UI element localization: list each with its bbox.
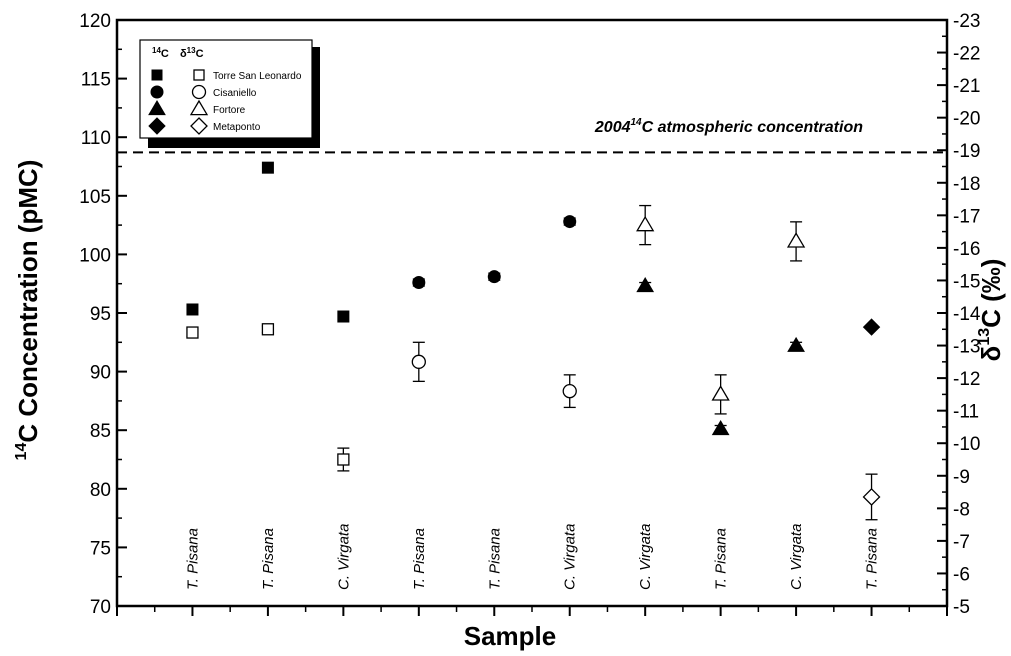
c14-point xyxy=(787,336,805,352)
y2-tick-label: -9 xyxy=(953,467,970,488)
y2-tick-label: -8 xyxy=(953,499,970,520)
y-tick-label: 85 xyxy=(90,421,111,442)
c14-point xyxy=(563,215,577,229)
sample-label: C. Virgata xyxy=(788,524,805,590)
y-tick-label: 100 xyxy=(79,245,111,266)
sample-label: T. Pisana xyxy=(864,528,881,590)
legend-label: Metaponto xyxy=(213,122,261,133)
y-axis-ticks: 70 75 80 85 90 95 100 105 110 115 120 xyxy=(79,11,127,618)
d13-point xyxy=(562,383,577,399)
sample-label: T. Pisana xyxy=(486,528,503,590)
y-tick-label: 115 xyxy=(81,70,111,91)
legend-label: Torre San Leonardo xyxy=(213,71,302,82)
d13-point xyxy=(261,323,275,336)
x-axis-title: Sample xyxy=(464,621,557,651)
sample-label: C. Virgata xyxy=(637,524,654,590)
y-tick-label: 90 xyxy=(90,363,111,384)
d13-point xyxy=(711,385,730,401)
y2-tick-label: -17 xyxy=(953,206,980,227)
d13-point xyxy=(786,232,806,248)
y2-axis-ticks: -5 -6 -7 -8 -9 -10 -11 -12 -13 -14 -15 -16 -17 -18 -19… xyxy=(937,11,981,618)
y2-tick-label: -21 xyxy=(953,76,980,97)
legend: 14C δ13C Torre San Leonardo Cisaniello For… xyxy=(139,39,320,148)
legend-marker-d13 xyxy=(189,99,209,116)
y2-tick-label: -7 xyxy=(953,532,970,553)
y2-tick-label: -13 xyxy=(953,337,980,358)
sample-label: C. Virgata xyxy=(335,524,352,590)
y2-tick-label: -14 xyxy=(953,304,981,325)
legend-marker-d13 xyxy=(190,117,208,135)
legend-entries: Torre San Leonardo Cisaniello Fortore Metap… xyxy=(148,69,302,135)
x-axis-ticks xyxy=(116,606,948,616)
c14-point xyxy=(412,276,426,290)
legend-box xyxy=(139,39,313,139)
legend-marker-c14 xyxy=(150,85,164,99)
sample-label: T. Pisana xyxy=(260,528,277,590)
data-points xyxy=(186,161,881,521)
y2-tick-label: -16 xyxy=(953,239,980,260)
c14-point xyxy=(487,270,501,284)
legend-label: Fortore xyxy=(213,105,246,116)
legend-marker-c14 xyxy=(151,69,163,81)
legend-header-c14: 14C xyxy=(152,46,169,60)
y2-tick-label: -5 xyxy=(953,597,970,618)
d13-point xyxy=(636,215,655,232)
c14-point xyxy=(636,277,655,293)
y2-tick-label: -10 xyxy=(953,434,980,455)
c14-point xyxy=(186,303,199,316)
y2-tick-label: -20 xyxy=(953,109,980,130)
c14-point xyxy=(862,318,881,336)
legend-marker-d13 xyxy=(193,69,205,81)
y-tick-label: 70 xyxy=(90,597,111,618)
y-tick-label: 95 xyxy=(90,304,111,325)
c14-point xyxy=(711,420,730,436)
c14-point xyxy=(261,161,274,174)
y2-tick-label: -6 xyxy=(953,564,970,585)
legend-label: Cisaniello xyxy=(213,88,257,99)
y-tick-label: 110 xyxy=(81,128,111,149)
d13-point xyxy=(411,354,426,369)
y2-tick-label: -18 xyxy=(953,174,980,195)
reference-line-group: 200414C atmospheric concentration xyxy=(117,117,947,154)
reference-line-label: 200414C atmospheric concentration xyxy=(594,117,863,136)
y2-tick-label: -19 xyxy=(953,141,980,162)
d13-point xyxy=(337,453,350,466)
c14-point xyxy=(337,310,350,323)
y2-tick-label: -23 xyxy=(953,11,980,32)
y-axis-title: 14C Concentration (pMC) xyxy=(13,160,43,461)
y-tick-label: 105 xyxy=(79,187,111,208)
legend-marker-c14 xyxy=(148,117,166,135)
sample-label: C. Virgata xyxy=(562,524,579,590)
legend-header-d13: δ13C xyxy=(180,46,204,60)
y2-axis-title: δ13C (‰) xyxy=(976,259,1006,362)
d13-point xyxy=(862,488,881,506)
y2-tick-label: -11 xyxy=(953,402,979,423)
legend-marker-c14 xyxy=(148,100,166,116)
d13-point xyxy=(186,326,199,339)
sample-label: T. Pisana xyxy=(411,528,428,590)
y2-tick-label: -12 xyxy=(953,369,980,390)
sample-label: T. Pisana xyxy=(184,528,201,590)
sample-labels: T. Pisana T. Pisana C. Virgata T. Pisana T. … xyxy=(184,524,880,590)
y-tick-label: 120 xyxy=(79,11,111,32)
y2-tick-label: -15 xyxy=(953,271,980,292)
y-tick-label: 75 xyxy=(90,538,111,559)
y2-tick-label: -22 xyxy=(953,44,980,65)
sample-label: T. Pisana xyxy=(713,528,730,590)
y-tick-label: 80 xyxy=(90,480,111,501)
legend-marker-d13 xyxy=(191,84,207,100)
